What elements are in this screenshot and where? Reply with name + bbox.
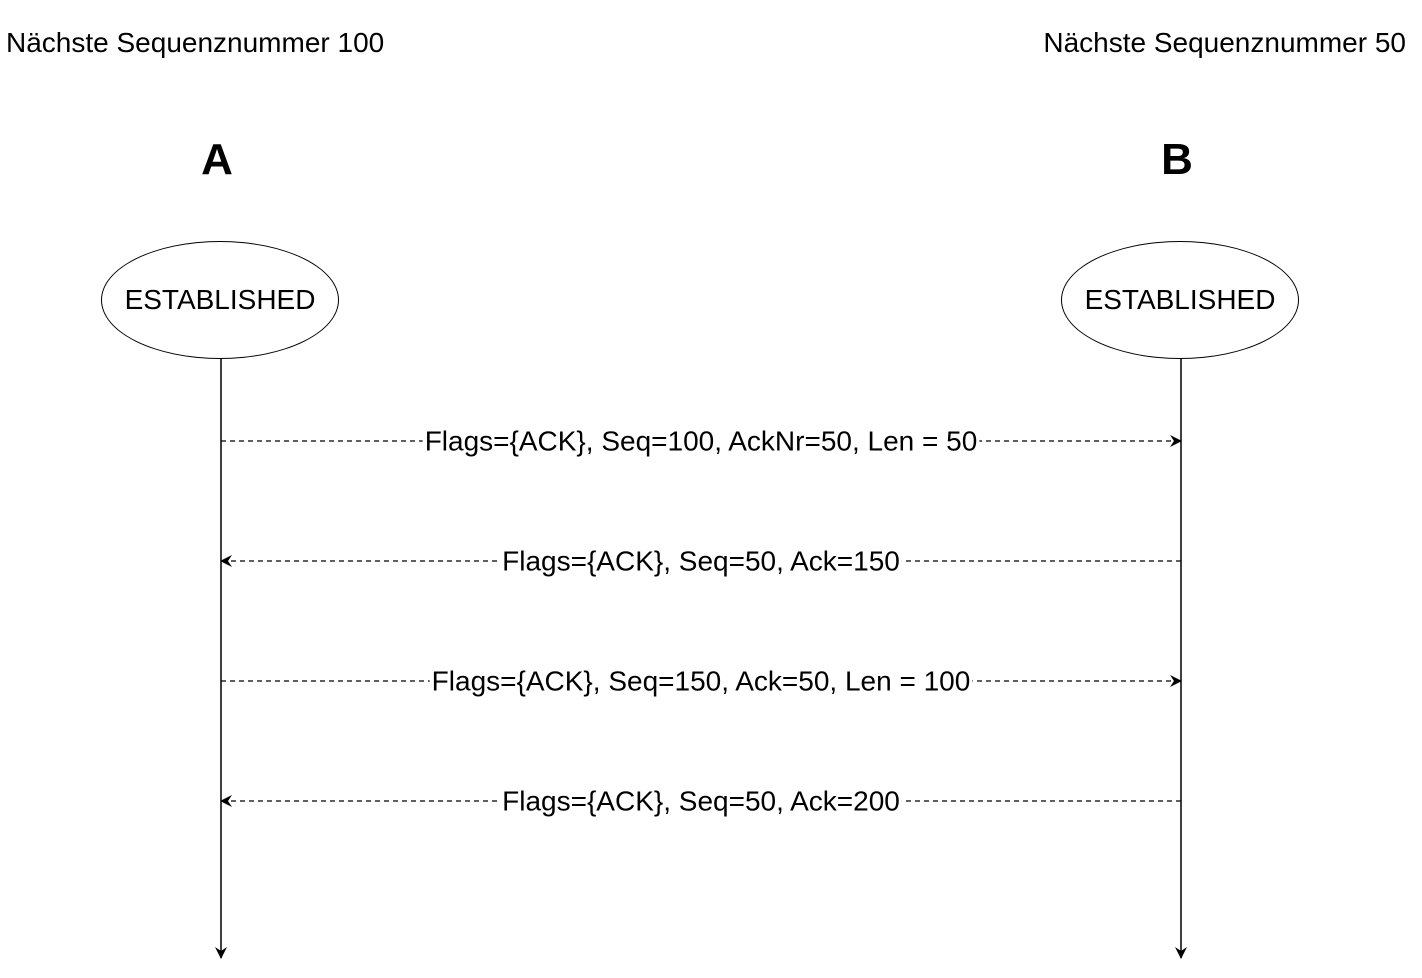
message-label-bg-2 — [500, 545, 902, 577]
message-label-bg-4 — [500, 785, 902, 817]
sequence-number-a: Nächste Sequenznummer 100 — [6, 27, 385, 58]
message-label-1: Flags={ACK}, Seq=100, AckNr=50, Len = 50 — [425, 426, 978, 457]
message-label-bg-3 — [429, 665, 973, 697]
state-b-label: ESTABLISHED — [1084, 284, 1276, 315]
actor-b-title: B — [1161, 135, 1193, 184]
message-label-4: Flags={ACK}, Seq=50, Ack=200 — [502, 786, 900, 817]
message-label-3: Flags={ACK}, Seq=150, Ack=50, Len = 100 — [432, 666, 971, 697]
state-b-ellipse: ESTABLISHED — [1061, 241, 1299, 359]
sequence-number-b: Nächste Sequenznummer 50 — [1043, 27, 1406, 58]
state-a-ellipse: ESTABLISHED — [101, 241, 339, 359]
message-label-2: Flags={ACK}, Seq=50, Ack=150 — [502, 546, 900, 577]
messages-layer: Flags={ACK}, Seq=100, AckNr=50, Len = 50… — [220, 425, 1182, 817]
message-label-bg-1 — [422, 425, 980, 457]
actor-a-title: A — [201, 135, 233, 184]
state-a-label: ESTABLISHED — [124, 284, 316, 315]
